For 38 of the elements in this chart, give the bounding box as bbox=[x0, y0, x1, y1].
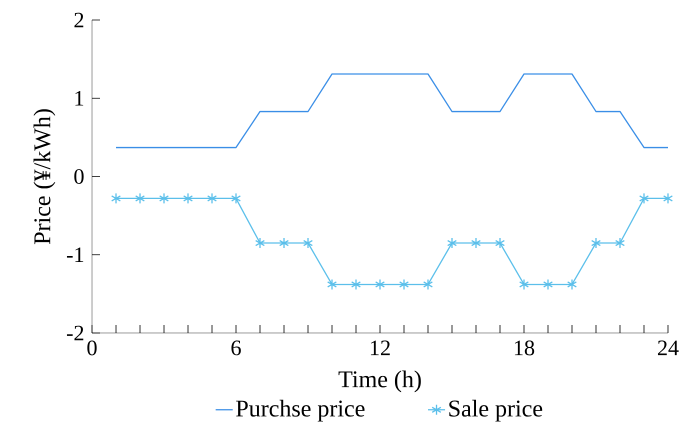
point bbox=[111, 192, 121, 204]
y-tick-label: -2 bbox=[66, 326, 84, 340]
point bbox=[183, 192, 193, 204]
y-tick-label: 1 bbox=[75, 90, 84, 106]
point bbox=[135, 192, 145, 204]
x-tick-label: 12 bbox=[370, 340, 390, 356]
point bbox=[399, 278, 409, 290]
x-tick-label: 6 bbox=[231, 340, 241, 356]
point bbox=[279, 237, 289, 249]
point bbox=[639, 192, 649, 204]
legend-label: Sale price bbox=[449, 400, 542, 422]
x-tick-label: 24 bbox=[658, 340, 679, 356]
point bbox=[495, 237, 505, 249]
point bbox=[255, 237, 265, 249]
legend-label: Purchse price bbox=[236, 400, 365, 422]
y-axis-title: Price (¥/kWh) bbox=[34, 109, 56, 244]
point bbox=[159, 192, 169, 204]
y-tick-label: 2 bbox=[74, 12, 84, 28]
point bbox=[423, 278, 433, 290]
point bbox=[471, 237, 481, 249]
point bbox=[231, 192, 241, 204]
point bbox=[375, 278, 385, 290]
point bbox=[615, 237, 625, 249]
point bbox=[447, 237, 457, 249]
point bbox=[591, 237, 601, 249]
point bbox=[663, 192, 673, 204]
x-tick-label: 0 bbox=[87, 340, 97, 356]
point bbox=[303, 237, 313, 249]
y-tick-label: -1 bbox=[66, 247, 84, 262]
x-tick-label: 18 bbox=[514, 340, 534, 356]
point bbox=[543, 278, 553, 290]
point bbox=[519, 278, 529, 290]
point bbox=[207, 192, 217, 204]
point bbox=[351, 278, 361, 290]
y-tick-label: 0 bbox=[74, 169, 84, 184]
point bbox=[327, 278, 337, 290]
x-axis-title: Time (h) bbox=[338, 370, 421, 392]
point bbox=[567, 278, 577, 290]
